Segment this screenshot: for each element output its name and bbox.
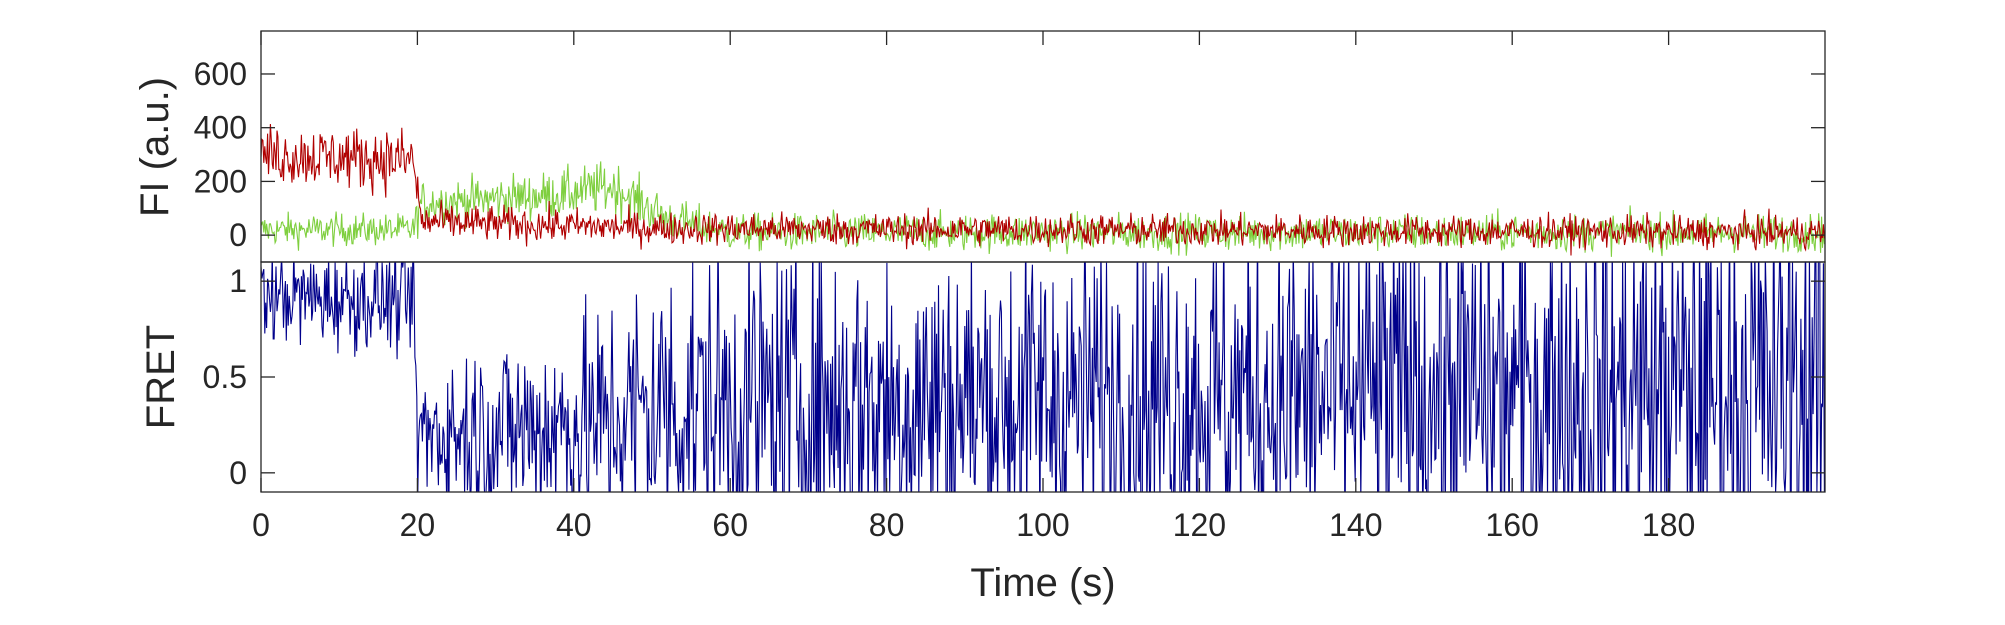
fret-ytick-label-1: 0.5 xyxy=(203,359,247,395)
time-xtick-label-8: 160 xyxy=(1486,507,1539,543)
time-xtick-label-6: 120 xyxy=(1173,507,1226,543)
time-xtick-label-9: 180 xyxy=(1642,507,1695,543)
fret-ytick-label-2: 1 xyxy=(229,263,247,299)
fret-y-axis-title: FRET xyxy=(139,325,183,429)
fret-efficiency-line xyxy=(261,262,1825,492)
time-xtick-label-0: 0 xyxy=(252,507,270,543)
time-xtick-label-4: 80 xyxy=(869,507,905,543)
acceptor-intensity-line xyxy=(261,161,1825,257)
fret-ytick-label-0: 0 xyxy=(229,455,247,491)
time-xtick-label-1: 20 xyxy=(400,507,436,543)
fluorescence-ytick-label-3: 600 xyxy=(194,56,247,92)
time-xtick-label-7: 140 xyxy=(1329,507,1382,543)
fluorescence-panel: 0 200 400 600 FI (a.u.) xyxy=(133,30,1826,263)
time-xtick-label-5: 100 xyxy=(1016,507,1069,543)
time-xtick-label-3: 60 xyxy=(712,507,748,543)
fret-panel: 0 0.5 1 0 20 40 60 80 100 120 140 160 180 FRET Time… xyxy=(139,31,1826,605)
fluorescence-y-axis-title: FI (a.u.) xyxy=(133,77,177,217)
fluorescence-ytick-label-2: 400 xyxy=(194,110,247,146)
fluorescence-ytick-label-1: 200 xyxy=(194,163,247,199)
time-x-axis-title: Time (s) xyxy=(970,561,1115,605)
fluorescence-ytick-label-0: 0 xyxy=(229,217,247,253)
time-xtick-label-2: 40 xyxy=(556,507,592,543)
donor-intensity-line xyxy=(261,123,1825,256)
